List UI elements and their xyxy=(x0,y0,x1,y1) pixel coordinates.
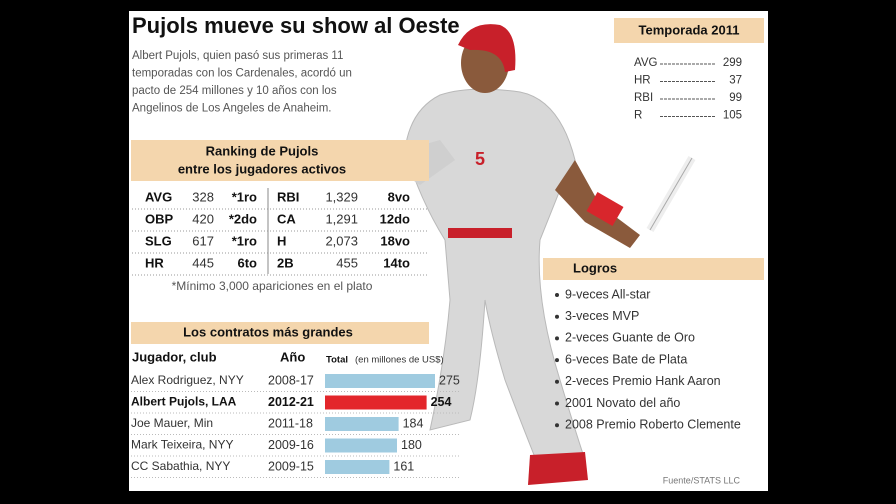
ranking-cell: 12do xyxy=(380,211,410,226)
ranking-cell: H xyxy=(277,233,286,248)
season-label: HR xyxy=(634,75,651,87)
season-label: R xyxy=(634,110,642,122)
ranking-cell: 2B xyxy=(277,255,294,270)
years: 2009-16 xyxy=(268,438,314,452)
ranking-cell: OBP xyxy=(145,211,174,226)
header-units: (en millones de US$) xyxy=(355,355,444,366)
season-label: RBI xyxy=(634,92,653,104)
bullet xyxy=(555,336,559,341)
intro-line: pacto de 254 millones y 10 años con los xyxy=(132,85,337,97)
ranking-cell: *1ro xyxy=(232,189,257,204)
years: 2009-15 xyxy=(268,459,314,473)
source: Fuente/STATS LLC xyxy=(663,475,741,485)
ranking-cell: 420 xyxy=(192,211,214,226)
achievement: 2-veces Guante de Oro xyxy=(565,331,695,345)
ranking-cell: 328 xyxy=(192,189,214,204)
bar-label: 254 xyxy=(431,395,452,409)
achievement: 9-veces All-star xyxy=(565,287,650,301)
ranking-cell: 1,329 xyxy=(325,189,358,204)
intro-line: Albert Pujols, quien pasó sus primeras 1… xyxy=(132,50,343,62)
header-box xyxy=(131,140,429,181)
ranking-title: entre los jugadores activos xyxy=(178,161,346,176)
bar-label: 161 xyxy=(393,459,414,473)
season-title: Temporada 2011 xyxy=(639,22,740,37)
years: 2008-17 xyxy=(268,373,314,387)
player: Mark Teixeira, NYY xyxy=(131,438,233,452)
achievement: 2008 Premio Roberto Clemente xyxy=(565,417,741,431)
player: Joe Mauer, Min xyxy=(131,416,213,430)
ranking-cell: 617 xyxy=(192,233,214,248)
bullet xyxy=(555,401,559,406)
player-photo: 5 xyxy=(402,24,696,485)
ranking-cell: HR xyxy=(145,255,164,270)
ranking-cell: 14to xyxy=(383,255,410,270)
achievement: 2-veces Premio Hank Aaron xyxy=(565,374,721,388)
ranking-title: Ranking de Pujols xyxy=(206,143,319,158)
ranking-cell: 1,291 xyxy=(325,211,358,226)
achievement: 6-veces Bate de Plata xyxy=(565,352,687,366)
ranking-cell: *2do xyxy=(229,211,257,226)
ranking-cell: 8vo xyxy=(388,189,410,204)
season-value: 99 xyxy=(729,92,742,104)
header-years: Año xyxy=(280,349,305,364)
ranking-cell: *1ro xyxy=(232,233,257,248)
bar xyxy=(325,417,399,431)
intro-line: temporadas con los Cardenales, acordó un xyxy=(132,68,352,80)
ranking-cell: 6to xyxy=(238,255,258,270)
header-total: Total xyxy=(326,355,348,366)
svg-text:5: 5 xyxy=(475,149,485,169)
ranking-cell: CA xyxy=(277,211,296,226)
season-value: 299 xyxy=(723,57,742,69)
bar-label: 275 xyxy=(439,373,460,387)
bar xyxy=(325,438,397,453)
header-player: Jugador, club xyxy=(132,349,217,364)
years: 2011-18 xyxy=(268,416,313,430)
bullet xyxy=(555,358,559,363)
ranking-cell: AVG xyxy=(145,189,172,204)
ranking-cell: 2,073 xyxy=(325,233,358,248)
header-box xyxy=(131,322,429,344)
header-box xyxy=(614,18,764,43)
header-box xyxy=(543,258,764,280)
intro-line: Angelinos de Los Angeles de Anaheim. xyxy=(132,103,331,115)
bar-label: 180 xyxy=(401,438,422,452)
ranking-cell: 455 xyxy=(336,255,358,270)
bar xyxy=(325,460,390,474)
bullet xyxy=(555,314,559,319)
season-value: 105 xyxy=(723,110,742,122)
contracts-title: Los contratos más grandes xyxy=(183,324,353,339)
season-label: AVG xyxy=(634,57,657,69)
bullet xyxy=(555,293,559,297)
achievements-title: Logros xyxy=(573,260,617,275)
bar xyxy=(325,395,427,410)
player: Alex Rodriguez, NYY xyxy=(131,373,244,387)
season-value: 37 xyxy=(729,75,742,87)
bullet xyxy=(555,379,559,384)
bar-label: 184 xyxy=(403,416,424,430)
ranking-cell: 445 xyxy=(192,255,214,270)
achievement: 3-veces MVP xyxy=(565,309,639,323)
bar xyxy=(325,374,435,388)
ranking-cell: 18vo xyxy=(380,233,410,248)
player: CC Sabathia, NYY xyxy=(131,459,230,473)
years: 2012-21 xyxy=(268,395,314,409)
bullet xyxy=(555,423,559,428)
player: Albert Pujols, LAA xyxy=(131,395,237,409)
title: Pujols mueve su show al Oeste xyxy=(132,13,460,38)
achievement: 2001 Novato del año xyxy=(565,396,680,410)
footnote: *Mínimo 3,000 apariciones en el plato xyxy=(172,279,373,293)
ranking-cell: SLG xyxy=(145,233,172,248)
ranking-cell: RBI xyxy=(277,189,299,204)
